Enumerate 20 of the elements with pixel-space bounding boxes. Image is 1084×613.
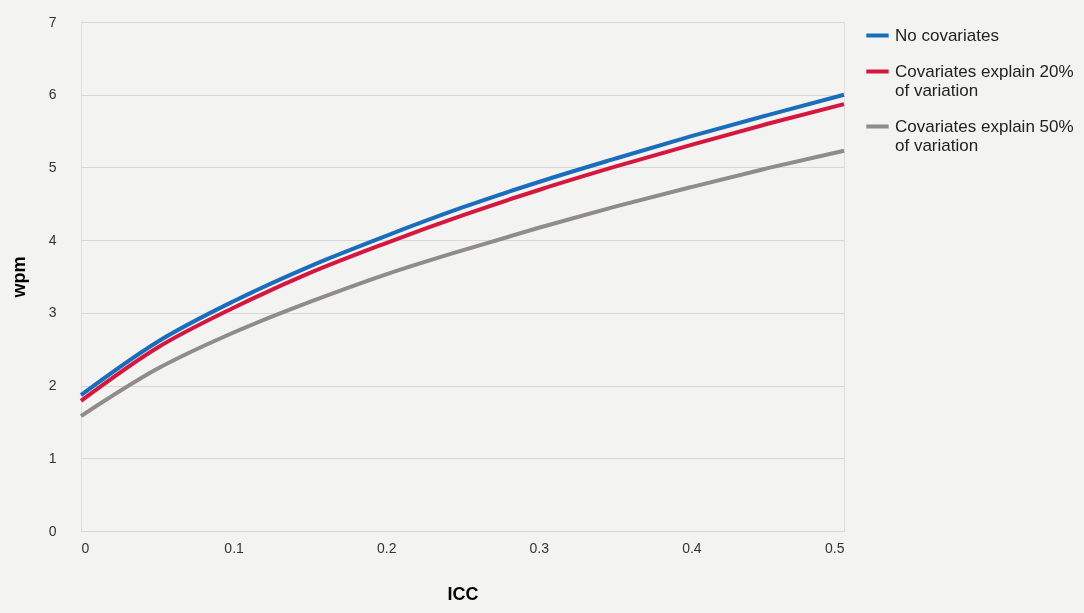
y-tick-label: 3	[48, 304, 57, 321]
legend-label: Covariates explain 20% of variation	[895, 61, 1074, 100]
y-tick-label: 0	[48, 522, 57, 539]
y-tick-label: 6	[48, 86, 57, 103]
y-axis-title: wpm	[8, 256, 29, 299]
x-tick-label: 0.4	[682, 539, 702, 556]
x-tick-label: 0.5	[825, 539, 845, 556]
x-axis-title: ICC	[447, 583, 479, 604]
x-tick-label: 0	[81, 539, 90, 556]
x-tick-label: 0.1	[224, 539, 245, 556]
legend-label: Covariates explain 50% of variation	[895, 116, 1074, 155]
x-tick-label: 0.3	[529, 539, 550, 556]
legend-label: No covariates	[895, 25, 999, 45]
y-tick-label: 4	[48, 231, 57, 248]
y-tick-label: 1	[48, 449, 57, 466]
line-series	[79, 148, 846, 419]
y-tick-label: 2	[48, 377, 57, 394]
y-tick-label: 5	[48, 158, 57, 175]
y-tick-label: 7	[48, 13, 57, 30]
x-tick-label: 0.2	[376, 539, 397, 556]
